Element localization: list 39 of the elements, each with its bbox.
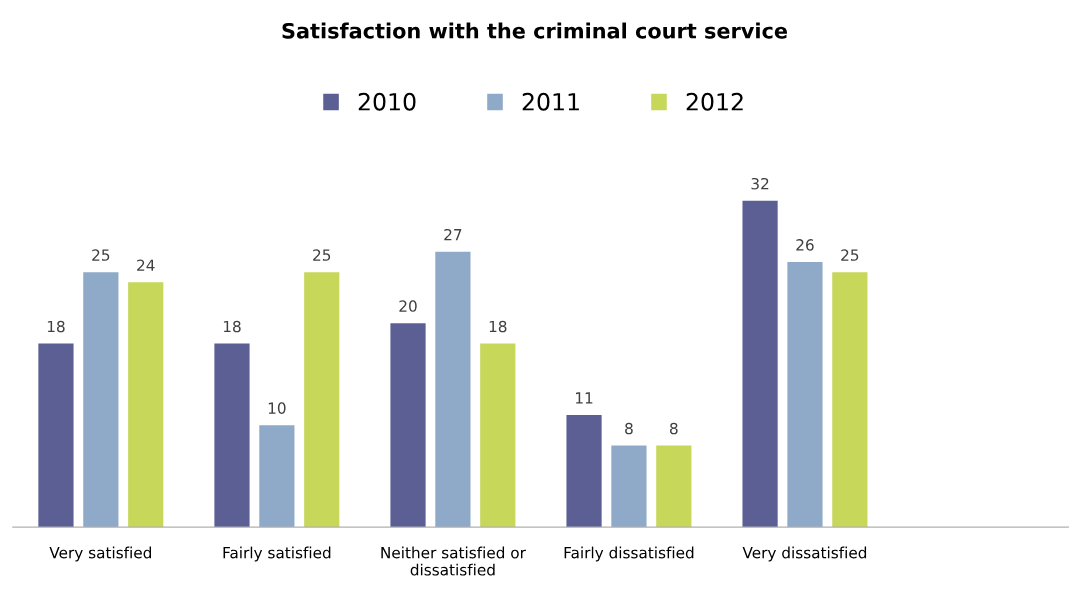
x-tick-label: Neither satisfied or dissatisfied — [381, 546, 526, 576]
legend-label: 2012 — [686, 92, 743, 111]
data-label: 8 — [625, 422, 633, 435]
chart-title: Satisfaction with the criminal court service — [282, 22, 787, 39]
data-label: 8 — [669, 422, 678, 435]
x-tick-label: Fairly satisfied — [223, 546, 331, 562]
x-tick-label: Very dissatisfied — [742, 546, 867, 562]
data-label: 18 — [47, 320, 65, 333]
data-label: 20 — [399, 300, 417, 312]
bar — [38, 343, 74, 528]
x-tick-label: Very satisfied — [49, 546, 151, 562]
bar — [435, 251, 471, 528]
bar — [832, 272, 868, 528]
legend-label: 2010 — [358, 92, 416, 111]
bar — [390, 323, 426, 528]
data-label: 18 — [223, 320, 241, 333]
data-label: 18 — [489, 320, 507, 333]
bar — [480, 343, 516, 528]
bar — [304, 272, 340, 528]
data-label: 25 — [313, 249, 331, 261]
bar — [656, 445, 692, 528]
data-label: 25 — [841, 249, 859, 261]
data-label: 27 — [444, 228, 462, 241]
bar — [742, 200, 778, 528]
x-tick-label: Fairly dissatisfied — [564, 546, 694, 562]
legend-label: 2011 — [522, 92, 579, 111]
data-label: 11 — [576, 392, 593, 404]
bar — [566, 414, 602, 528]
data-label: 24 — [137, 259, 155, 271]
bar — [259, 425, 295, 528]
bar — [611, 445, 647, 528]
data-label: 10 — [268, 402, 286, 414]
data-label: 32 — [751, 177, 769, 190]
data-label: 26 — [796, 239, 814, 251]
bar — [83, 272, 119, 528]
bar — [128, 282, 164, 528]
bar — [787, 261, 823, 528]
data-label: 25 — [92, 249, 110, 261]
bar — [214, 343, 250, 528]
